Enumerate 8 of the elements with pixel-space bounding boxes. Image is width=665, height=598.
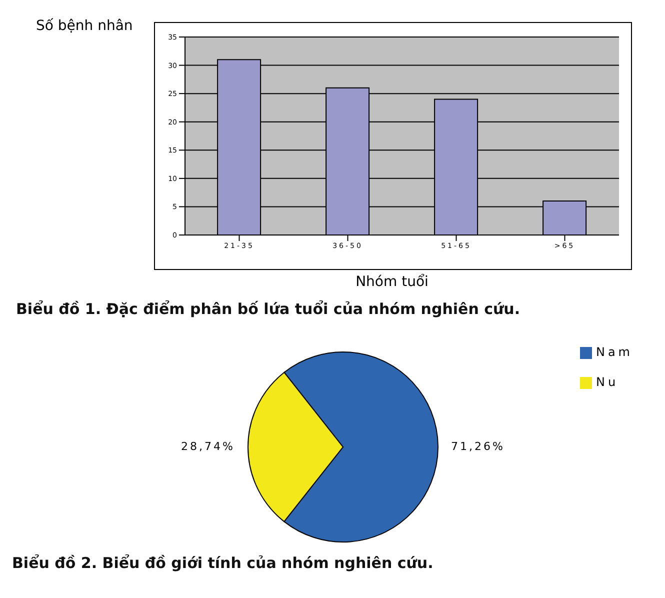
- x-axis-title: Nhóm tuổi: [354, 274, 430, 290]
- legend-label: Nu: [596, 375, 619, 389]
- data-label: 71,26%: [451, 440, 505, 454]
- legend-label: Nam: [596, 345, 633, 359]
- text: Biểu đồ 1. Đặc điểm phân bố lứa tuổi của nhóm nghiên cứu.: [15, 300, 520, 318]
- y-axis-title: Số bệnh nhân: [36, 18, 133, 34]
- data-label: 28,74%: [181, 440, 235, 453]
- text: Biểu đồ 2. Biểu đồ giới tính của nhóm nghiên cứu.: [11, 554, 434, 572]
